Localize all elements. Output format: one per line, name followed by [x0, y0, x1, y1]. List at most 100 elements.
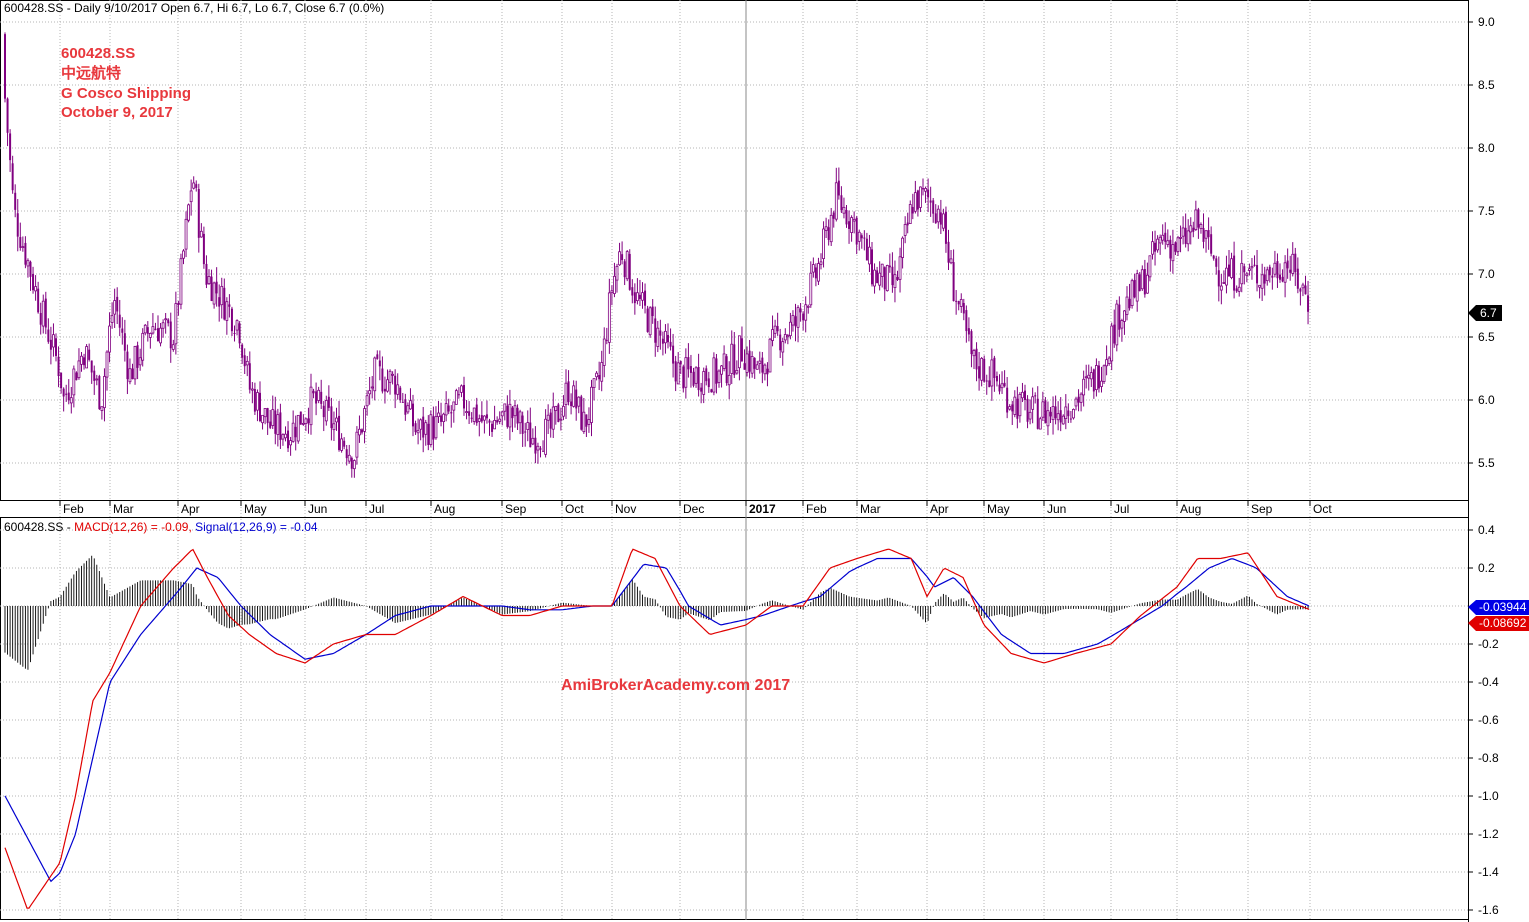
- candle: [491, 420, 494, 437]
- candle-body: [644, 290, 647, 306]
- candle-body: [700, 387, 703, 392]
- candle: [672, 333, 675, 378]
- candle: [159, 322, 162, 347]
- candle: [26, 258, 30, 278]
- candle-body: [1034, 395, 1037, 397]
- x-tick-label: May: [987, 502, 1010, 516]
- candle-body: [590, 386, 593, 423]
- candle-body: [363, 408, 366, 432]
- candle-body: [1016, 398, 1019, 419]
- candle-body: [223, 287, 226, 320]
- candle-body: [394, 375, 397, 395]
- candle: [796, 305, 800, 343]
- macd-ytick-label: -1.0: [1478, 789, 1499, 803]
- candle-body: [141, 332, 145, 361]
- x-tick-label: Oct: [1313, 502, 1332, 516]
- candle: [202, 226, 205, 269]
- candle-body: [452, 401, 456, 411]
- candle: [143, 323, 147, 336]
- candle-body: [463, 384, 465, 409]
- candle-body: [1186, 230, 1190, 245]
- candle: [1056, 401, 1060, 431]
- candle: [1123, 310, 1126, 335]
- candle-body: [498, 418, 502, 422]
- candle-body: [521, 415, 524, 434]
- candle-body: [717, 370, 721, 383]
- candle: [786, 333, 790, 345]
- candle-body: [289, 440, 293, 446]
- candle-body: [88, 349, 91, 360]
- macd-value-tag: -0.08692: [1468, 616, 1529, 631]
- candle: [959, 293, 963, 313]
- candle: [936, 205, 940, 229]
- candle: [896, 270, 899, 281]
- candle-body: [62, 388, 65, 397]
- macd-ytick-label: -0.2: [1478, 637, 1499, 651]
- candle-body: [804, 304, 808, 321]
- candle-body: [1271, 275, 1274, 278]
- macd-ytick-label: 0.2: [1478, 561, 1495, 575]
- candle-body: [1158, 236, 1162, 244]
- candle-body: [271, 409, 275, 426]
- candle-body: [546, 414, 550, 421]
- candle: [674, 355, 677, 392]
- candle-body: [880, 263, 884, 277]
- candle-body: [1268, 266, 1271, 276]
- candle: [90, 360, 93, 384]
- candle-body: [936, 208, 940, 223]
- candle: [432, 406, 435, 451]
- candle-body: [444, 403, 448, 416]
- x-tick-label: May: [244, 502, 267, 516]
- candle-body: [610, 290, 614, 294]
- candle: [702, 367, 706, 404]
- candle-body: [475, 404, 478, 424]
- candle-body: [1174, 242, 1177, 252]
- candle: [949, 250, 953, 265]
- candle: [496, 416, 499, 425]
- candle-body: [516, 407, 519, 424]
- candle: [644, 283, 647, 314]
- candle: [274, 396, 277, 445]
- candle: [524, 422, 527, 447]
- candle: [205, 255, 208, 289]
- candle-body: [315, 391, 318, 404]
- candle: [1054, 395, 1057, 425]
- candle: [985, 374, 988, 395]
- candle-body: [919, 186, 922, 208]
- candle-body: [598, 374, 601, 380]
- candle: [1169, 235, 1172, 272]
- candle-body: [67, 392, 70, 401]
- candle: [320, 379, 323, 410]
- candle: [1148, 255, 1152, 282]
- candle: [65, 384, 68, 402]
- candle: [284, 426, 287, 442]
- candle: [1013, 390, 1017, 418]
- candle: [93, 365, 96, 395]
- candle-body: [735, 370, 739, 374]
- candle: [177, 300, 180, 316]
- candle: [633, 283, 636, 315]
- candle-body: [85, 346, 88, 369]
- candle: [827, 219, 830, 246]
- candle-body: [457, 394, 460, 396]
- candle-body: [55, 338, 57, 356]
- candle: [454, 388, 458, 405]
- candle-body: [636, 292, 639, 302]
- candle-body: [480, 415, 483, 422]
- candle-body: [1171, 244, 1175, 262]
- candle: [944, 206, 947, 253]
- candle-body: [1243, 266, 1246, 273]
- candle-body: [799, 308, 802, 313]
- candle-body: [924, 188, 927, 192]
- candle-body: [776, 326, 779, 332]
- candle-body: [301, 422, 305, 425]
- candle-body: [585, 414, 588, 427]
- x-tick-label: Aug: [1180, 502, 1201, 516]
- candle: [1215, 255, 1218, 275]
- candle-body: [424, 422, 428, 435]
- candle-body: [1169, 239, 1172, 259]
- macd-ytick-label: -1.6: [1478, 903, 1499, 917]
- candle-body: [959, 299, 963, 307]
- candle-body: [118, 314, 121, 328]
- candle-body: [215, 281, 218, 294]
